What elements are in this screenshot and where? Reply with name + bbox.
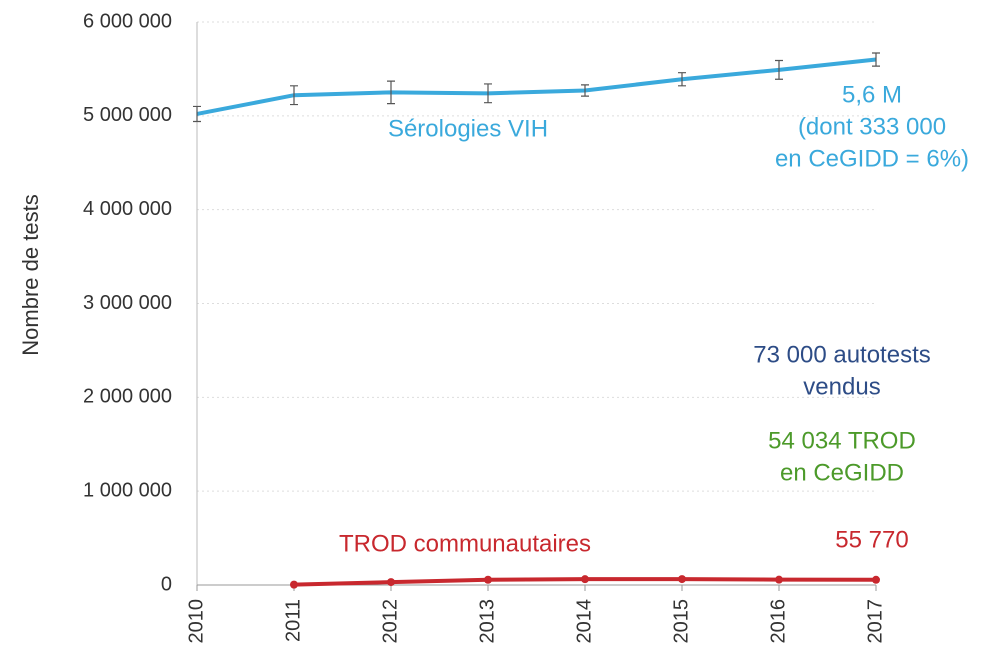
y-tick-label: 1 000 000 — [83, 479, 172, 501]
point — [484, 575, 492, 584]
y-tick-label: 4 000 000 — [83, 198, 172, 220]
error-bar — [775, 59, 783, 80]
annotation: 54 034 TROD — [768, 427, 916, 454]
y-tick-label: 2 000 000 — [83, 386, 172, 408]
x-tick-label: 2014 — [573, 599, 595, 644]
y-axis-label: Nombre de tests — [18, 194, 43, 355]
y-tick-label: 0 — [161, 573, 172, 595]
x-tick-label: 2010 — [185, 599, 207, 644]
annotation: 5,6 M — [842, 81, 902, 108]
annotation: en CeGIDD — [780, 459, 904, 486]
x-tick-label: 2013 — [476, 599, 498, 644]
x-tick-label: 2016 — [767, 599, 789, 644]
error-bar — [193, 105, 201, 123]
error-bar — [678, 72, 686, 87]
x-tick-label: 2017 — [864, 599, 886, 644]
point — [872, 575, 880, 584]
series-label: TROD communautaires — [339, 530, 591, 557]
error-bar — [387, 80, 395, 105]
point — [387, 578, 395, 587]
point — [678, 575, 686, 584]
error-bar — [872, 52, 880, 67]
annotation: en CeGIDD = 6%) — [775, 145, 969, 172]
error-bar — [581, 84, 589, 97]
series-label: Sérologies VIH — [388, 115, 548, 142]
x-tick-label: 2012 — [379, 599, 401, 644]
error-bar — [484, 83, 492, 104]
x-tick-label: 2015 — [670, 599, 692, 644]
error-bar — [290, 85, 298, 106]
annotation: 73 000 autotests — [753, 341, 930, 368]
y-tick-label: 5 000 000 — [83, 104, 172, 126]
point — [775, 575, 783, 584]
annotation: 55 770 — [835, 526, 908, 553]
series-line — [196, 57, 877, 116]
x-tick-label: 2011 — [282, 599, 304, 642]
annotation: vendus — [803, 373, 880, 400]
point — [581, 575, 589, 584]
annotation: (dont 333 000 — [798, 113, 946, 140]
y-tick-label: 3 000 000 — [83, 292, 172, 314]
point — [290, 580, 298, 589]
y-tick-label: 6 000 000 — [83, 10, 172, 32]
